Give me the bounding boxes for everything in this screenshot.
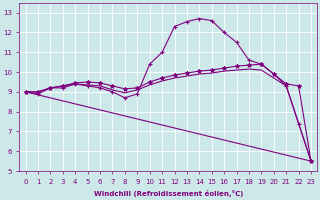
- X-axis label: Windchill (Refroidissement éolien,°C): Windchill (Refroidissement éolien,°C): [94, 190, 243, 197]
